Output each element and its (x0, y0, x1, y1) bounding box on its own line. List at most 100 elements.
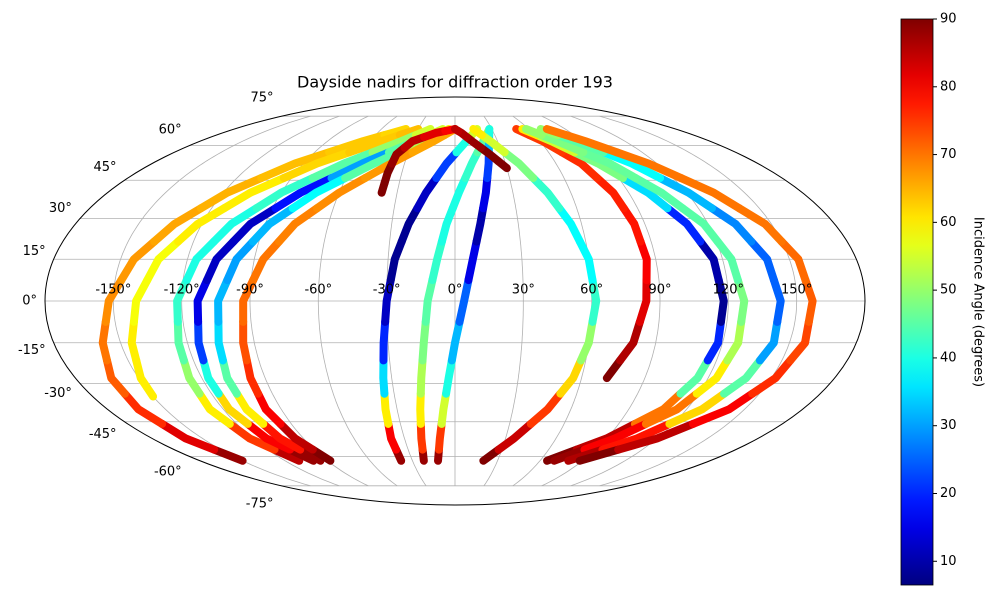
y-tick-label: 45° (94, 160, 117, 175)
nadir-point (461, 148, 482, 183)
nadir-point (195, 389, 234, 428)
y-tick-label: 30° (49, 201, 72, 216)
nadir-point (708, 204, 756, 246)
x-tick-label: -90° (236, 283, 264, 298)
nadir-point (557, 148, 602, 183)
nadir-point (381, 276, 395, 326)
nadir-point (232, 389, 268, 428)
colorbar-tick-label: 90 (940, 12, 957, 27)
nadir-point (714, 276, 728, 326)
nadir-point (599, 148, 665, 183)
colorbar-ticks: 10 20 30 40 50 60 70 80 90 (933, 12, 957, 569)
nadir-point (203, 237, 238, 285)
nadir-point (341, 148, 404, 183)
y-tick-label: -75° (246, 496, 274, 511)
nadir-point (641, 389, 701, 428)
nadir-point (598, 419, 674, 454)
nadir-point (249, 237, 283, 285)
y-tick-label: -45° (89, 427, 117, 442)
nadir-point (555, 204, 584, 246)
nadir-point (271, 174, 336, 213)
nadir-point (117, 237, 159, 285)
nadir-point (416, 356, 427, 398)
nadir-point (416, 419, 427, 454)
nadir-point (101, 276, 126, 326)
nadir-point (259, 419, 305, 454)
nadir-point (447, 317, 464, 365)
colorbar-tick-label: 60 (940, 215, 957, 230)
nadir-point (416, 389, 425, 428)
colorbar-tick-label: 50 (940, 283, 957, 298)
nadir-point (179, 356, 204, 398)
nadir-point (580, 419, 650, 454)
nadir-point (786, 317, 813, 365)
nadir-point (386, 237, 406, 285)
y-tick-label: -60° (154, 464, 182, 479)
nadir-point (174, 204, 229, 246)
nadir-point (242, 356, 263, 398)
nadir-point (223, 237, 257, 285)
nadir-point (379, 356, 389, 398)
nadir-point (434, 419, 446, 454)
nadir-point (455, 276, 473, 326)
nadir-point (418, 317, 430, 365)
nadir-point (239, 276, 258, 326)
nadir-point (713, 237, 742, 285)
x-tick-label: 60° (580, 283, 603, 298)
nadir-point (380, 389, 393, 428)
nadir-point (550, 445, 589, 465)
nadir-point (102, 356, 129, 398)
nadir-point (182, 237, 218, 285)
nadir-point (432, 148, 461, 183)
nadir-point (748, 356, 795, 398)
nadir-point (616, 317, 644, 365)
x-tick-label: 0° (448, 283, 463, 298)
nadir-point (576, 317, 597, 365)
nadir-point (276, 419, 317, 454)
nadir-point (196, 174, 266, 213)
nadir-point (243, 419, 294, 454)
x-tick-label: -120° (164, 283, 200, 298)
nadir-point (437, 389, 451, 428)
nadir-point (635, 276, 651, 326)
nadir-point (173, 317, 188, 365)
nadir-point (747, 237, 778, 285)
nadir-point (631, 174, 687, 213)
y-tick-label: 60° (159, 123, 182, 138)
nadir-point (408, 131, 449, 157)
nadir-point (665, 389, 729, 428)
nadir-point (703, 317, 725, 365)
nadir-point (656, 174, 717, 213)
nadir-point (630, 389, 685, 428)
colorbar-tick-label: 40 (940, 350, 957, 365)
nadir-point (173, 276, 191, 326)
nadir-point (692, 356, 732, 398)
nadir-point (397, 204, 422, 246)
nadir-point (688, 389, 757, 428)
x-tick-label: 30° (512, 283, 535, 298)
colorbar-tick-label: 80 (940, 79, 957, 94)
nadir-point (413, 174, 441, 213)
nadir-point (143, 237, 183, 285)
nadir-point (345, 131, 404, 157)
nadir-point (98, 317, 111, 365)
nadir-point (619, 174, 672, 213)
nadir-point (214, 276, 232, 326)
nadir-point (400, 133, 429, 152)
nadir-point (437, 204, 457, 246)
axis-labels: -75° -60° -45° -30° -15° 0° 15° 30° 45° 60° 75° -15… (18, 91, 812, 512)
nadir-point (209, 204, 261, 246)
nadir-point (127, 317, 141, 365)
nadir-point (225, 419, 279, 454)
nadir-point (526, 389, 565, 428)
nadir-point (696, 237, 723, 285)
nadir-point (451, 125, 463, 135)
colorbar-tick-label: 20 (940, 486, 957, 501)
map-boundary (44, 96, 866, 506)
nadir-point (411, 125, 435, 140)
x-tick-label: -150° (95, 283, 131, 298)
nadir-point (755, 317, 782, 365)
nadir-point (194, 317, 208, 365)
nadir-point (132, 356, 151, 392)
nadir-point (720, 356, 764, 398)
